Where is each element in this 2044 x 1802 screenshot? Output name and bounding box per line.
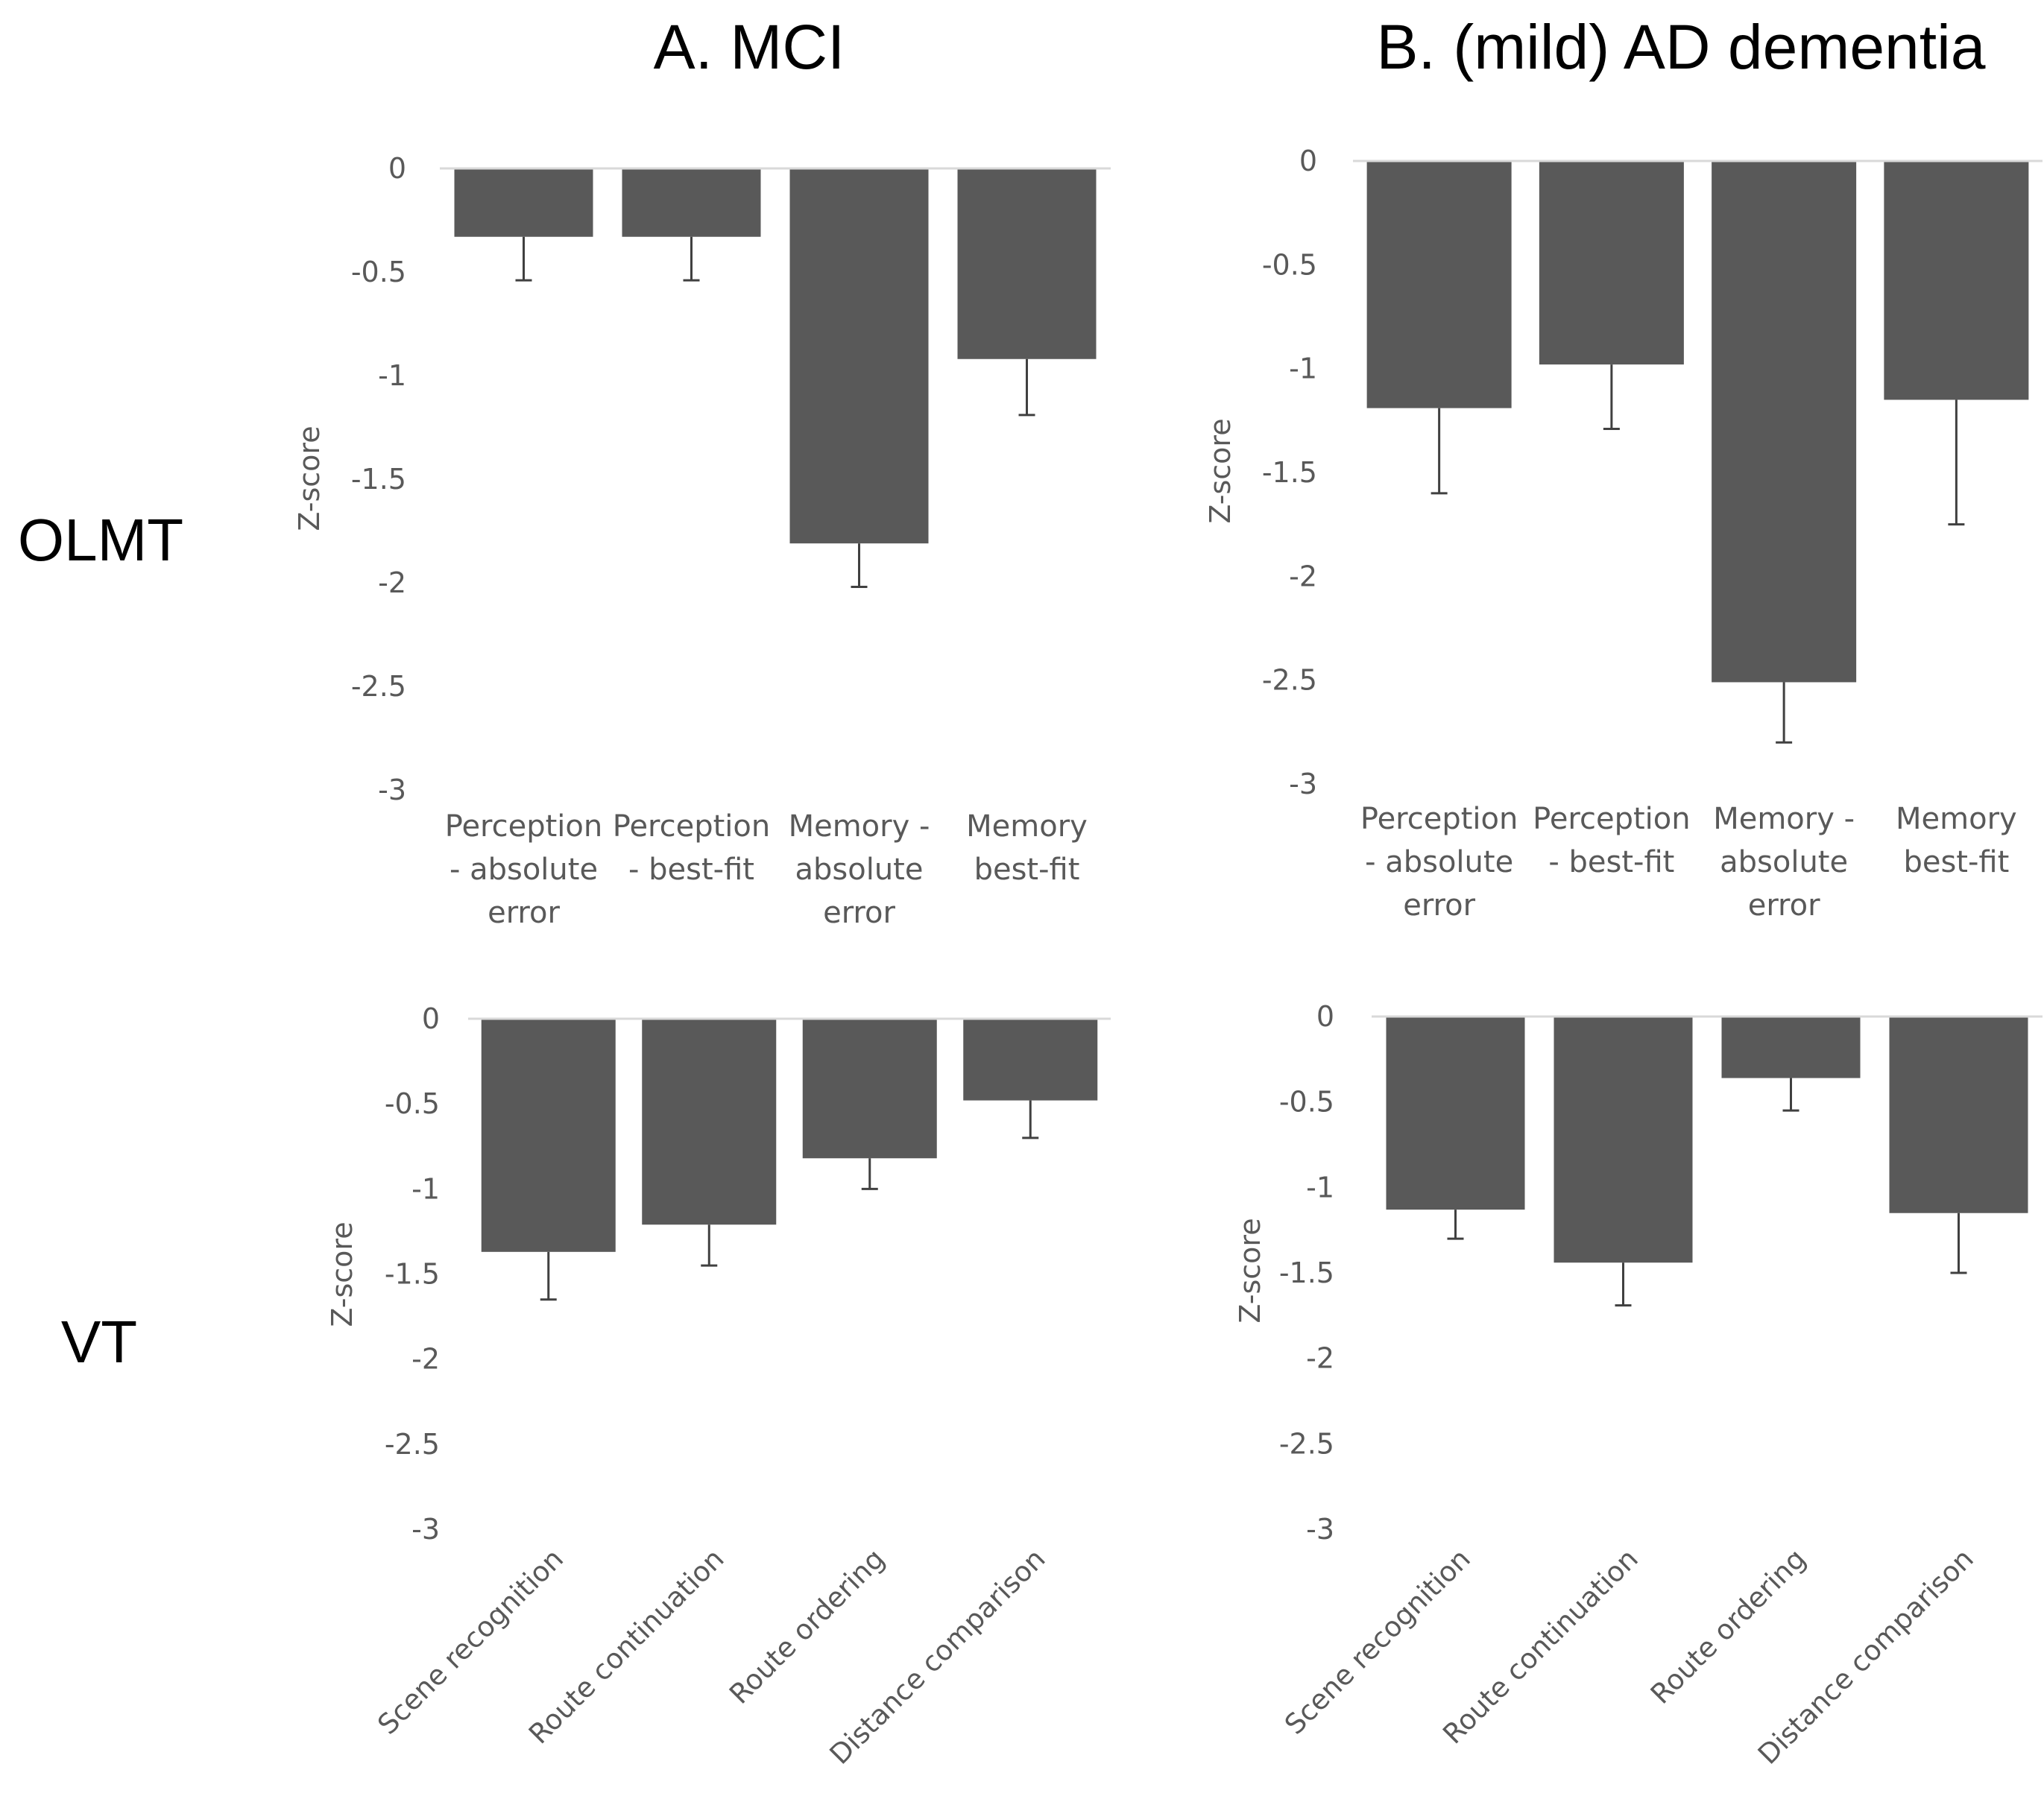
y-tick-label: 0	[1299, 145, 1317, 177]
y-tick-label: -1.5	[351, 463, 406, 496]
y-tick-label: -3	[1306, 1513, 1334, 1546]
x-category-label: Memory best-fit	[1896, 802, 2017, 879]
panel-olmt-mci: 0 -0.5 -1 -1.5 -2 -2.5 -3 Z-score Perception - ab…	[293, 152, 1111, 930]
y-tick-label: -2.5	[1262, 664, 1317, 697]
bar	[1539, 161, 1684, 365]
x-category-label: Perception - absolute error	[445, 809, 602, 930]
x-category-label-line: Memory -	[1713, 802, 1855, 836]
y-tick-label: -2	[1289, 560, 1317, 592]
y-tick-label: -3	[1289, 768, 1317, 800]
x-category-label-line: Memory -	[789, 809, 930, 844]
x-category-label-line: Perception	[613, 809, 770, 844]
y-tick-label: -3	[378, 774, 406, 806]
y-tick-label: -0.5	[351, 256, 406, 288]
x-category-label-line: Memory	[966, 809, 1088, 844]
row-label-olmt: OLMT	[18, 507, 183, 573]
y-tick-label: -1	[378, 359, 406, 392]
bar	[454, 168, 593, 237]
y-tick-label: -1.5	[385, 1258, 440, 1291]
y-tick-label: -2	[411, 1343, 440, 1376]
bar	[1712, 161, 1857, 683]
bar	[1884, 161, 2029, 400]
bar	[1386, 1017, 1525, 1210]
x-category-label: Perception - best-fit	[613, 809, 770, 887]
x-category-label-line: error	[823, 896, 895, 930]
x-category-label-line: - best-fit	[1548, 845, 1674, 879]
y-tick-label: -1	[1306, 1171, 1334, 1204]
bar	[481, 1019, 616, 1252]
x-category-label-line: best-fit	[1903, 845, 2009, 879]
bar	[1889, 1017, 2028, 1213]
y-tick-label: 0	[422, 1002, 440, 1035]
bar	[963, 1019, 1098, 1101]
x-category-label-line: - absolute	[1365, 845, 1513, 879]
y-axis-title: Z-score	[293, 426, 326, 531]
x-category-label-line: error	[1748, 888, 1820, 923]
y-axis-title: Z-score	[326, 1221, 359, 1327]
bar	[1366, 161, 1512, 408]
column-title-ad-dementia: B. (mild) AD dementia	[1377, 12, 1986, 82]
y-tick-label: -1	[1289, 353, 1317, 385]
x-category-label: Perception - absolute error	[1360, 802, 1518, 923]
y-tick-label: -0.5	[1262, 248, 1317, 281]
y-tick-label: -3	[411, 1513, 440, 1546]
bar	[622, 168, 761, 237]
x-category-label-line: Perception	[1360, 802, 1518, 836]
x-category-label: Perception - best-fit	[1533, 802, 1690, 879]
panel-olmt-ad: 0 -0.5 -1 -1.5 -2 -2.5 -3 Z-score Perception - ab…	[1204, 145, 2043, 923]
x-category-label-line: absolute	[1720, 845, 1848, 879]
y-tick-label: -2.5	[351, 670, 406, 703]
x-category-label-line: best-fit	[974, 853, 1080, 887]
x-category-label-line: error	[1403, 888, 1475, 923]
y-axis-title: Z-score	[1204, 418, 1237, 523]
x-category-label: Memory - absolute error	[1713, 802, 1855, 923]
x-category-label-line: - best-fit	[628, 853, 754, 887]
x-category-label: Memory best-fit	[966, 809, 1088, 887]
x-category-label-line: Perception	[445, 809, 602, 844]
y-tick-label: -2.5	[385, 1428, 440, 1461]
x-category-label: Memory - absolute error	[789, 809, 930, 930]
row-label-vt: VT	[61, 1309, 137, 1375]
bar	[1553, 1017, 1693, 1263]
bar	[642, 1019, 777, 1225]
y-tick-label: -2	[1306, 1342, 1334, 1375]
y-tick-label: -1.5	[1262, 456, 1317, 489]
y-tick-label: -1.5	[1279, 1256, 1334, 1289]
x-category-label-line: - absolute	[450, 853, 598, 887]
y-axis-title: Z-score	[1234, 1218, 1267, 1323]
bar	[1721, 1017, 1861, 1078]
x-category-label-line: Memory	[1896, 802, 2017, 836]
y-tick-label: -2	[378, 566, 406, 599]
y-tick-label: -1	[411, 1172, 440, 1205]
y-tick-label: 0	[388, 152, 406, 185]
bar	[957, 168, 1097, 359]
x-category-label-line: Perception	[1533, 802, 1690, 836]
bar	[802, 1019, 937, 1159]
column-title-mci: A. MCI	[654, 12, 845, 82]
y-tick-label: -0.5	[385, 1087, 440, 1120]
x-category-label-line: absolute	[795, 853, 924, 887]
y-tick-label: 0	[1316, 1000, 1334, 1033]
x-category-label-line: error	[488, 896, 560, 930]
y-tick-label: -0.5	[1279, 1086, 1334, 1119]
y-tick-label: -2.5	[1279, 1427, 1334, 1460]
bar	[789, 168, 929, 544]
